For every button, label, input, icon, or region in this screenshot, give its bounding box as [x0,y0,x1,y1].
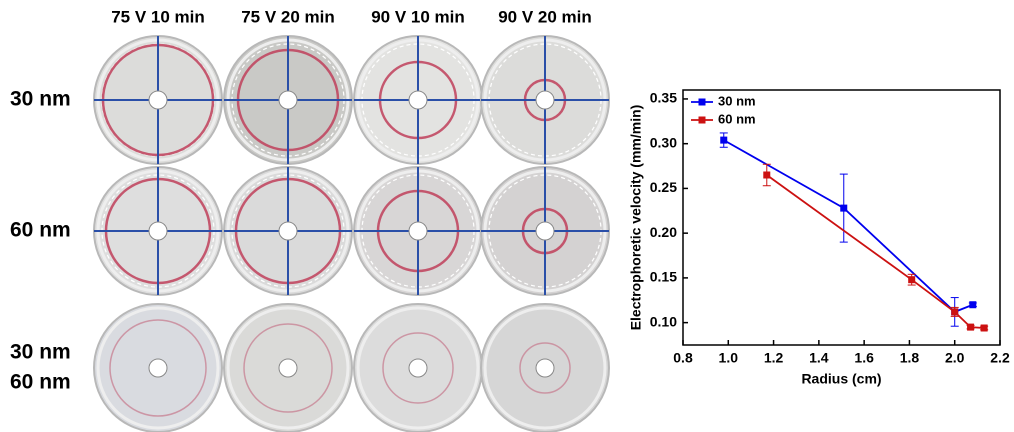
y-axis-label: Electrophoretic velocity (mm/min) [628,105,644,331]
center-hole [409,222,427,240]
legend-label: 60 nm [718,111,756,126]
row-label: 30 nm [10,341,71,364]
center-hole [536,222,554,240]
y-tick-label: 0.15 [650,269,677,285]
x-tick-label: 2.2 [990,350,1010,366]
data-point [969,301,976,308]
center-hole [149,222,167,240]
center-hole [149,359,167,377]
y-tick-label: 0.30 [650,134,677,150]
legend-marker [699,99,706,106]
center-hole [536,359,554,377]
data-point [967,324,974,331]
column-header: 75 V 20 min [241,7,335,26]
center-hole [149,91,167,109]
center-hole [409,91,427,109]
column-header: 75 V 10 min [111,7,205,26]
x-tick-label: 1.6 [854,350,874,366]
data-point [840,205,847,212]
x-tick-label: 0.8 [673,350,693,366]
center-hole [279,222,297,240]
data-point [951,308,958,315]
legend-marker [699,117,706,124]
data-point [720,137,727,144]
x-tick-label: 1.2 [764,350,784,366]
data-point [908,276,915,283]
photo-grid: 75 V 10 min 75 V 20 min 90 V 10 min 90 V 20… [10,7,609,432]
column-header: 90 V 10 min [371,7,465,26]
center-hole [279,359,297,377]
y-tick-label: 0.35 [650,90,677,106]
center-hole [536,91,554,109]
row-label: 60 nm [10,371,71,394]
y-tick-label: 0.25 [650,179,677,195]
data-point [763,172,770,179]
y-tick-label: 0.20 [650,224,677,240]
y-tick-label: 0.10 [650,313,677,329]
center-hole [409,359,427,377]
x-axis-label: Radius (cm) [801,371,881,387]
data-point [981,325,988,332]
x-tick-label: 1.0 [719,350,739,366]
row-label: 60 nm [10,219,71,242]
figure: 75 V 10 min 75 V 20 min 90 V 10 min 90 V 20… [0,0,1014,432]
legend-label: 30 nm [718,93,756,108]
column-header: 90 V 20 min [498,7,592,26]
x-tick-label: 1.8 [900,350,920,366]
x-tick-label: 1.4 [809,350,829,366]
center-hole [279,91,297,109]
row-label: 30 nm [10,88,71,111]
x-tick-label: 2.0 [945,350,965,366]
